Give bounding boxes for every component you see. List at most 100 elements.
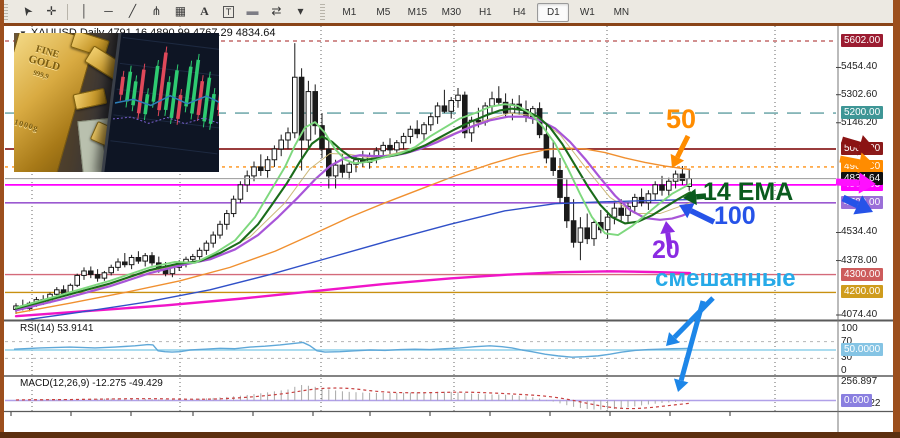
main-pane[interactable] [5,40,836,321]
candle-body [672,173,679,182]
candle-body [475,119,482,123]
candle-body [346,163,352,173]
trendline-icon[interactable]: ╱ [128,4,137,18]
ema-8-lightgreen [15,103,691,309]
rsi-indicator-label: RSI(14) 53.9141 [18,323,96,334]
candle-body [550,157,557,172]
candle-body [591,222,597,240]
candle-body [570,220,577,243]
timeframe-button-d1[interactable]: D1 [537,3,570,22]
candle-body [414,128,420,135]
timeframe-button-h4[interactable]: H4 [512,7,526,18]
candle-body [217,223,223,236]
rectangle-icon[interactable]: ▬ [246,4,259,18]
candle-body [196,249,203,258]
candle-body [271,148,278,161]
candle-body [407,128,414,137]
candle-body [108,266,115,274]
candle-body [142,255,148,262]
candle-body [434,105,441,118]
candle-body [326,148,332,177]
candle-body [190,256,196,260]
sma-50-orange [15,147,691,314]
candle-body [618,207,625,216]
candle-body [74,274,81,286]
candle-body [230,198,237,215]
candle-body [502,101,509,114]
phone-chart-screen [100,33,219,172]
label-icon[interactable]: T [216,1,240,21]
candle-body [244,175,250,186]
candle-body [224,213,230,225]
candle-body [122,261,128,266]
candle-body [292,76,298,134]
candle-body [652,184,659,195]
timeframe-button-m15[interactable]: M15 [407,7,428,18]
candle-body [264,159,271,172]
rsi-pane[interactable] [5,341,836,359]
window-frame-edge [0,432,900,438]
shapes-icon[interactable]: ⇄ [271,4,282,18]
candle-body [604,216,611,231]
candle-body [332,164,339,177]
crosshair-icon[interactable]: ✛ [46,4,57,18]
cursor-icon[interactable]: ➤ [18,2,37,20]
timeframe-button-m1[interactable]: M1 [342,7,357,18]
candle-body [645,193,652,204]
candle-body [135,256,142,262]
candle-body [149,255,155,264]
candle-body [448,100,454,112]
shapes-dropdown-icon[interactable]: ▾ [297,4,304,18]
macd-pane[interactable] [5,385,836,410]
macd-indicator-label: MACD(12,26,9) -12.275 -49.429 [18,378,165,389]
toolbar-grip[interactable] [3,3,8,20]
candle-body [115,261,121,268]
candle-body [679,173,686,181]
candle-body [210,234,216,244]
candle-body [659,184,665,191]
candle-body [54,289,60,295]
macd-signal-line [15,387,690,410]
timeframe-button-m5[interactable]: M5 [376,7,391,18]
candle-body [455,94,461,102]
candle-body [666,180,672,191]
candle-body [312,91,318,127]
candle-body [285,132,291,141]
candle-body [557,170,563,198]
candle-body [278,139,284,150]
window-frame-edge [0,0,4,438]
candle-body [543,134,550,159]
gold-bar-text: 1000g [14,117,40,133]
timeframe-button-h1[interactable]: H1 [478,7,492,18]
timeframe-button-mn[interactable]: MN [613,7,630,18]
candle-body [577,227,584,243]
candle-body [298,76,305,141]
candle-body [632,196,638,207]
toolbar-separator [67,3,69,20]
vertical-line-icon[interactable]: │ [80,4,89,18]
window-frame-edge [893,0,900,438]
sma-100-blue [15,198,691,321]
horizontal-line-icon[interactable]: ─ [104,4,113,18]
candle-body [394,142,400,151]
candle-body [94,274,101,279]
inset-photo: FINE GOLD 999,9 1000g [14,33,219,172]
fibonacci-icon[interactable]: ▦ [174,4,187,18]
timeframe-button-m30[interactable]: M30 [441,7,462,18]
candle-body [339,164,346,173]
candle-body [203,242,210,251]
text-icon[interactable]: A [200,4,209,18]
candle-body [258,166,264,172]
candle-body [584,227,591,240]
ema-14-darkgreen [14,107,692,310]
pitchfork-icon[interactable]: ⋔ [151,4,162,18]
timeframe-button-w1[interactable]: W1 [579,7,595,18]
candle-body [88,270,94,276]
candle-body [462,94,468,134]
timeframe-grip[interactable] [319,3,325,20]
toolbar: ➤ ✛ │ ─ ╱ ⋔ ▦ A T ▬ ⇄ ▾ M1 M5 M15 M30 H1 H4 D1 W1 MN [0,0,900,26]
candle-body [128,256,135,266]
rsi-line [13,341,691,358]
sma-200-magenta [14,270,692,318]
